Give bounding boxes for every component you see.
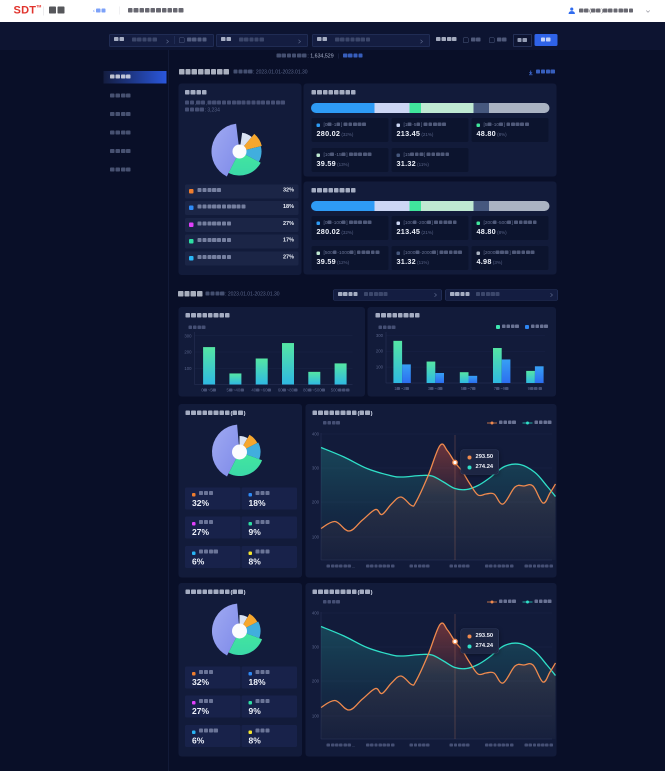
svg-text:100: 100 [312, 714, 320, 719]
svg-text:200: 200 [184, 350, 192, 355]
svg-text:300: 300 [184, 333, 192, 338]
svg-text:300: 300 [312, 645, 320, 650]
svg-text:200: 200 [376, 349, 384, 354]
svg-text:100: 100 [376, 365, 384, 370]
svg-text:300: 300 [312, 466, 320, 471]
svg-text:300: 300 [376, 333, 384, 338]
svg-text:100: 100 [312, 535, 320, 540]
svg-text:400: 400 [312, 611, 320, 616]
svg-text:100: 100 [184, 366, 192, 371]
svg-text:400: 400 [312, 432, 320, 437]
svg-text:200: 200 [312, 679, 320, 684]
svg-text:200: 200 [312, 500, 320, 505]
